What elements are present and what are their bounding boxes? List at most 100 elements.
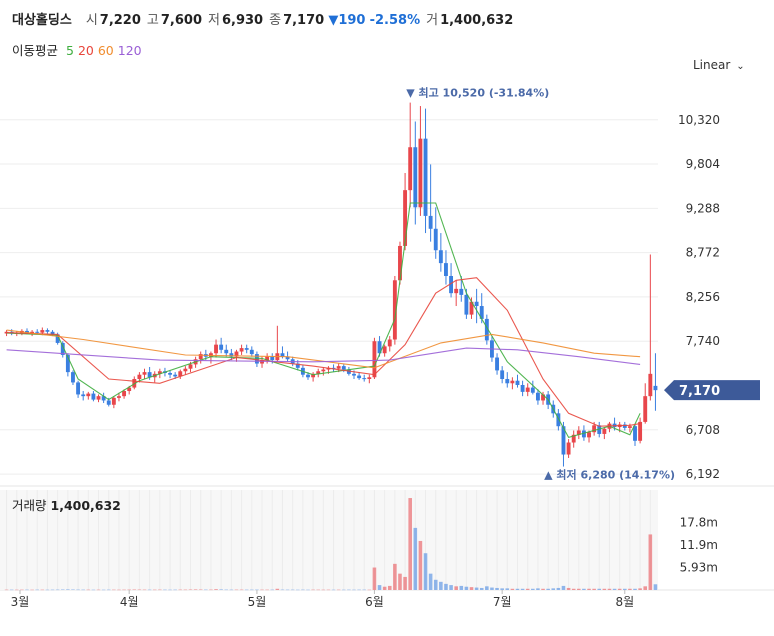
candle-body xyxy=(525,387,530,392)
y-tick-label: 6,708 xyxy=(686,423,720,437)
volume-bar xyxy=(607,588,612,590)
scale-selector[interactable]: Linear ⌄ xyxy=(693,58,745,72)
candle-body xyxy=(260,360,264,364)
volume-bar xyxy=(352,589,356,591)
candle-body xyxy=(311,373,316,378)
volume-bar xyxy=(71,589,75,591)
ma-60: 60 xyxy=(97,43,114,58)
volume-bar xyxy=(35,589,39,591)
candle-body xyxy=(474,301,479,307)
volume-bars xyxy=(4,498,658,591)
candle-body xyxy=(495,357,499,371)
candle-body xyxy=(597,425,602,434)
candle-body xyxy=(428,215,433,229)
volume-bar xyxy=(142,589,147,591)
candle-body xyxy=(142,372,147,375)
candle-body xyxy=(86,393,91,397)
candlesticks xyxy=(4,102,658,467)
candle-body xyxy=(352,373,356,376)
candle-body xyxy=(265,356,270,361)
candle-body xyxy=(316,371,321,374)
candle-body xyxy=(55,334,60,343)
candle-body xyxy=(285,356,290,360)
candle-body xyxy=(357,375,362,379)
volume-bar xyxy=(50,589,55,591)
volume-bar xyxy=(520,588,525,590)
volume-bar xyxy=(633,588,637,590)
candle-body xyxy=(602,428,607,434)
candle-body xyxy=(535,392,540,401)
grid-lines xyxy=(0,119,774,591)
volume-bar xyxy=(515,588,520,590)
candle-body xyxy=(127,387,132,392)
candle-body xyxy=(408,147,413,191)
candle-body xyxy=(541,394,545,401)
candle-body xyxy=(214,344,218,354)
candle-body xyxy=(576,430,581,435)
volume-bar xyxy=(387,585,392,590)
high-value: 7,600 xyxy=(160,13,202,28)
candle-body xyxy=(587,432,591,438)
volume-bar xyxy=(403,576,407,590)
volume-bar xyxy=(597,588,602,590)
volume-bar xyxy=(638,588,642,590)
volume-bar xyxy=(96,589,101,591)
candle-body xyxy=(387,339,392,347)
x-axis-ticks: 3월 4월 5월 6월 7월 8월 xyxy=(11,590,634,609)
volume-bar xyxy=(20,589,24,591)
volume-bar xyxy=(495,587,499,590)
candle-body xyxy=(336,366,341,369)
candle-body xyxy=(106,400,111,405)
candle-body xyxy=(183,368,188,372)
volume-bar xyxy=(81,589,85,591)
volume-bar xyxy=(209,589,213,591)
candle-body xyxy=(500,370,505,379)
volume-bar xyxy=(158,589,162,591)
volume-bar xyxy=(571,588,576,590)
y-tick-label: 7,740 xyxy=(686,334,720,348)
candle-body xyxy=(515,380,520,386)
volume-bar xyxy=(485,586,489,590)
candle-body xyxy=(239,348,244,352)
volume-bar xyxy=(474,587,479,590)
candle-body xyxy=(479,306,484,319)
volume-bar xyxy=(14,589,19,591)
candle-body xyxy=(377,341,382,354)
volume-bar xyxy=(219,589,223,590)
volume-bar xyxy=(372,567,377,590)
volume-bar xyxy=(490,587,494,590)
volume-bar xyxy=(464,586,469,590)
candle-body xyxy=(234,351,239,357)
volume-bar xyxy=(500,588,504,590)
candle-body xyxy=(249,349,254,355)
open-label: 시 xyxy=(85,13,98,28)
candle-body xyxy=(321,369,326,372)
volume-bar xyxy=(280,589,285,591)
low-annotation: ▲ 최저 6,280 (14.17%) xyxy=(544,468,675,482)
volume-bar xyxy=(132,589,137,591)
candle-body xyxy=(280,353,285,357)
candle-body xyxy=(566,442,571,455)
volume-tick-label: 5.93m xyxy=(680,560,718,574)
volume-bar xyxy=(198,589,203,591)
candle-body xyxy=(571,434,576,443)
candle-body xyxy=(449,275,454,294)
y-tick-label: 10,320 xyxy=(678,113,720,127)
volume-bar xyxy=(331,589,336,591)
chevron-down-icon: ⌄ xyxy=(736,61,745,72)
candle-body xyxy=(111,397,116,405)
candle-body xyxy=(556,413,561,427)
volume-bar xyxy=(541,588,545,590)
volume-bar xyxy=(648,534,653,590)
candle-body xyxy=(648,373,653,397)
volume-bar xyxy=(556,587,561,590)
moving-average-legend[interactable]: 이동평균 5 20 60 120 xyxy=(12,40,146,59)
candle-body xyxy=(254,354,259,364)
x-tick-label: 8월 xyxy=(615,595,634,609)
candle-body xyxy=(168,372,172,375)
volume-bar xyxy=(362,589,366,591)
candle-body xyxy=(173,374,178,377)
volume-bar xyxy=(398,573,402,590)
volume-bar xyxy=(628,588,632,590)
